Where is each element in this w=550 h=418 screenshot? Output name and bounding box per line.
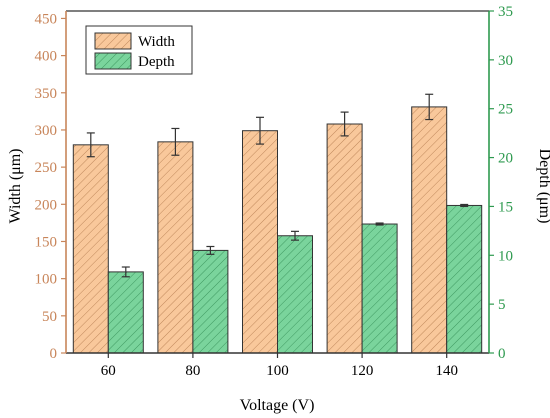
y-right-tick-label-30: 30 [498, 53, 513, 69]
y-left-tick-label-100: 100 [35, 272, 58, 288]
x-axis-title: Voltage (V) [240, 397, 315, 414]
y-left-tick-label-350: 350 [35, 86, 58, 102]
y-left-tick-label-0: 0 [50, 346, 58, 362]
y-right-tick-label-5: 5 [498, 297, 506, 313]
x-tick-label-100: 100 [266, 363, 289, 379]
y-right-tick-label-0: 0 [498, 346, 506, 362]
bar-depth-60 [107, 271, 144, 354]
y-left-tick-label-50: 50 [42, 309, 57, 325]
bar-width-100 [242, 130, 278, 354]
y-right-tick-label-15: 15 [498, 199, 513, 215]
bar-width-120 [326, 123, 363, 354]
y-left-tick-label-150: 150 [35, 234, 58, 250]
bar-width-140 [411, 106, 448, 354]
bar-width-60 [72, 144, 109, 354]
y-axis-right-title: Depth (μm) [536, 149, 550, 224]
legend-label-depth: Depth [138, 54, 175, 70]
y-left-tick-label-450: 450 [35, 11, 58, 27]
y-left-tick-label-250: 250 [35, 160, 58, 176]
legend-swatch-depth [94, 52, 132, 70]
x-tick-label-140: 140 [435, 363, 458, 379]
bar-depth-80 [192, 249, 229, 354]
bar-depth-140 [446, 204, 483, 354]
y-right-tick-label-10: 10 [498, 248, 513, 264]
y-right-tick-label-25: 25 [498, 102, 513, 118]
y-left-tick-label-200: 200 [35, 197, 58, 213]
legend: Width Depth [85, 25, 193, 75]
legend-label-width: Width [138, 34, 175, 50]
y-right-tick-label-20: 20 [498, 151, 513, 167]
y-axis-left-title: Width (μm) [7, 148, 24, 223]
y-left-tick-label-400: 400 [35, 49, 58, 65]
x-tick-label-60: 60 [101, 363, 116, 379]
legend-swatch-width [94, 32, 132, 50]
x-tick-label-80: 80 [185, 363, 200, 379]
y-right-tick-label-35: 35 [498, 4, 513, 20]
bar-depth-120 [361, 223, 398, 354]
bar-width-80 [157, 141, 194, 354]
x-tick-label-120: 120 [351, 363, 374, 379]
bar-depth-100 [277, 235, 313, 354]
y-left-tick-label-300: 300 [35, 123, 58, 139]
